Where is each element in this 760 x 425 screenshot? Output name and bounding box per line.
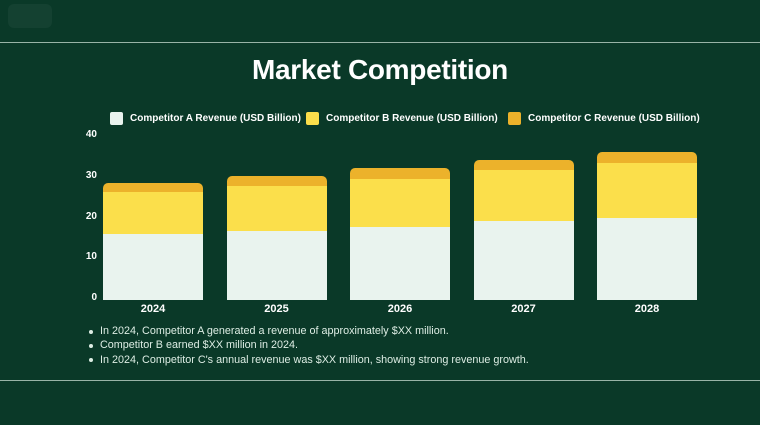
x-axis-label-2027: 2027 (511, 303, 536, 315)
legend-swatch-competitor-b-icon (306, 111, 319, 125)
bar-2024-segment-competitor-c (103, 183, 203, 192)
legend-label-competitor-c: Competitor C Revenue (USD Billion) (528, 112, 700, 124)
legend-swatch-competitor-c-icon (508, 111, 521, 125)
x-axis-label-2026: 2026 (387, 303, 413, 315)
bar-2027-segment-competitor-c (473, 159, 574, 171)
bar-2025-segment-competitor-b (226, 185, 327, 231)
bar-2025-segment-competitor-a (226, 230, 327, 300)
x-axis-label-2024: 2024 (140, 303, 166, 315)
bar-2024-segment-competitor-a (103, 233, 203, 300)
bullet-dot-icon (89, 358, 93, 363)
bar-2025-segment-competitor-c (226, 176, 327, 186)
bar-2028-segment-competitor-a (597, 217, 697, 300)
y-axis-tick-label-20: 20 (85, 210, 97, 222)
legend-label-competitor-b: Competitor B Revenue (USD Billion) (326, 112, 498, 124)
legend-item-competitor-c: Competitor C Revenue (USD Billion) (508, 111, 700, 125)
bar-2026-segment-competitor-b (350, 178, 450, 228)
bullet-dot-icon (89, 343, 93, 348)
bullet-text: Competitor B earned $XX million in 2024. (100, 339, 299, 352)
bar-2028-segment-competitor-c (597, 152, 697, 164)
x-axis-label-2028: 2028 (634, 303, 660, 315)
bullet-list: In 2024, Competitor A generated a revenu… (89, 325, 689, 368)
bar-2026 (350, 167, 450, 300)
bullet-text: In 2024, Competitor C's annual revenue w… (100, 353, 529, 366)
bullet-item-1: In 2024, Competitor A generated a revenu… (89, 325, 689, 339)
bar-2027 (473, 159, 574, 300)
top-divider-line (0, 42, 760, 43)
bar-2025 (226, 176, 327, 300)
corner-decor-shape (8, 4, 52, 28)
bottom-divider-line (0, 380, 760, 381)
bullet-text: In 2024, Competitor A generated a revenu… (100, 325, 449, 337)
x-axis-label-2025: 2025 (264, 303, 289, 315)
y-axis-tick-label-40: 40 (85, 129, 97, 140)
legend-label-competitor-a: Competitor A Revenue (USD Billion) (130, 112, 301, 124)
legend-item-competitor-b: Competitor B Revenue (USD Billion) (306, 111, 498, 125)
bullet-dot-icon (89, 329, 93, 334)
bar-2028-segment-competitor-b (597, 163, 697, 218)
legend-item-competitor-a: Competitor A Revenue (USD Billion) (110, 111, 301, 125)
legend-swatch-competitor-a-icon (110, 111, 123, 125)
bar-2027-segment-competitor-a (473, 221, 574, 300)
y-axis-tick-label-10: 10 (85, 251, 97, 263)
bar-2028 (597, 152, 697, 300)
page-title: Market Competition (252, 54, 508, 85)
y-axis-tick-label-30: 30 (85, 169, 97, 181)
bar-2026-segment-competitor-c (350, 167, 450, 179)
bar-2027-segment-competitor-b (473, 170, 574, 222)
y-axis-tick-label-0: 0 (91, 292, 97, 303)
bar-2024 (103, 183, 203, 300)
bullet-item-3: In 2024, Competitor C's annual revenue w… (89, 354, 689, 368)
bar-2026-segment-competitor-a (350, 227, 450, 300)
bullet-item-2: Competitor B earned $XX million in 2024. (89, 339, 689, 353)
bar-2024-segment-competitor-b (103, 192, 203, 234)
